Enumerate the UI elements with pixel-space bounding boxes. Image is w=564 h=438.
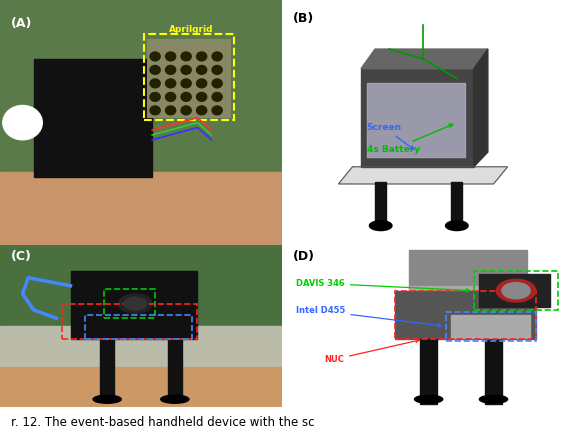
Bar (367, 83, 465, 157)
Polygon shape (361, 69, 474, 167)
Circle shape (181, 79, 191, 88)
Circle shape (197, 106, 207, 115)
Ellipse shape (369, 221, 392, 230)
Bar (409, 250, 527, 291)
Text: Screen: Screen (367, 123, 414, 149)
Polygon shape (361, 49, 488, 69)
Text: (A): (A) (11, 17, 33, 30)
Polygon shape (0, 0, 282, 245)
Polygon shape (474, 49, 488, 167)
Bar (479, 275, 550, 307)
Circle shape (212, 106, 222, 115)
Circle shape (166, 66, 176, 74)
Text: 4s Battery: 4s Battery (367, 124, 453, 154)
Polygon shape (0, 245, 282, 343)
Bar (62, 304, 197, 339)
Circle shape (166, 106, 176, 115)
Bar (70, 271, 197, 339)
Circle shape (166, 92, 176, 101)
Text: (B): (B) (293, 12, 315, 25)
Bar (375, 181, 386, 226)
Bar (446, 312, 536, 341)
Text: (C): (C) (11, 250, 32, 263)
Text: NUC: NUC (324, 339, 419, 364)
Circle shape (212, 92, 222, 101)
Circle shape (166, 52, 176, 61)
Circle shape (150, 92, 160, 101)
Circle shape (212, 66, 222, 74)
Circle shape (150, 79, 160, 88)
Circle shape (496, 279, 536, 302)
Bar (367, 83, 465, 157)
Circle shape (181, 92, 191, 101)
Text: DAVIS 346: DAVIS 346 (296, 279, 470, 292)
Circle shape (212, 52, 222, 61)
Circle shape (150, 66, 160, 74)
Ellipse shape (479, 395, 508, 403)
Circle shape (181, 66, 191, 74)
Circle shape (150, 106, 160, 115)
Ellipse shape (93, 395, 121, 403)
Text: Aprilgrid: Aprilgrid (169, 25, 214, 34)
Bar (420, 339, 437, 404)
Circle shape (124, 297, 147, 310)
Text: (D): (D) (293, 250, 315, 263)
Bar (451, 315, 530, 338)
Circle shape (197, 92, 207, 101)
Polygon shape (338, 167, 508, 184)
Polygon shape (0, 326, 282, 375)
Bar (168, 338, 182, 399)
Circle shape (181, 106, 191, 115)
Circle shape (166, 79, 176, 88)
Polygon shape (0, 367, 282, 407)
Ellipse shape (161, 395, 189, 403)
Circle shape (212, 79, 222, 88)
Text: r. 12. The event-based handheld device with the sc: r. 12. The event-based handheld device w… (11, 416, 315, 429)
Bar (395, 291, 536, 339)
Bar (147, 39, 231, 118)
Ellipse shape (446, 221, 468, 230)
Polygon shape (0, 172, 282, 245)
Circle shape (181, 52, 191, 61)
Text: Intel D455: Intel D455 (296, 306, 442, 327)
Bar (485, 339, 502, 404)
Bar (104, 289, 155, 318)
Bar (409, 286, 527, 294)
Circle shape (502, 283, 530, 299)
Bar (85, 315, 192, 339)
Bar (474, 271, 558, 310)
Bar (395, 291, 536, 339)
Bar (144, 34, 234, 120)
Bar (34, 59, 152, 177)
Circle shape (197, 66, 207, 74)
Ellipse shape (415, 395, 443, 403)
Circle shape (3, 106, 42, 140)
Bar (451, 181, 462, 226)
Circle shape (197, 79, 207, 88)
Circle shape (150, 52, 160, 61)
Circle shape (118, 294, 152, 313)
Bar (100, 338, 114, 399)
Circle shape (197, 52, 207, 61)
